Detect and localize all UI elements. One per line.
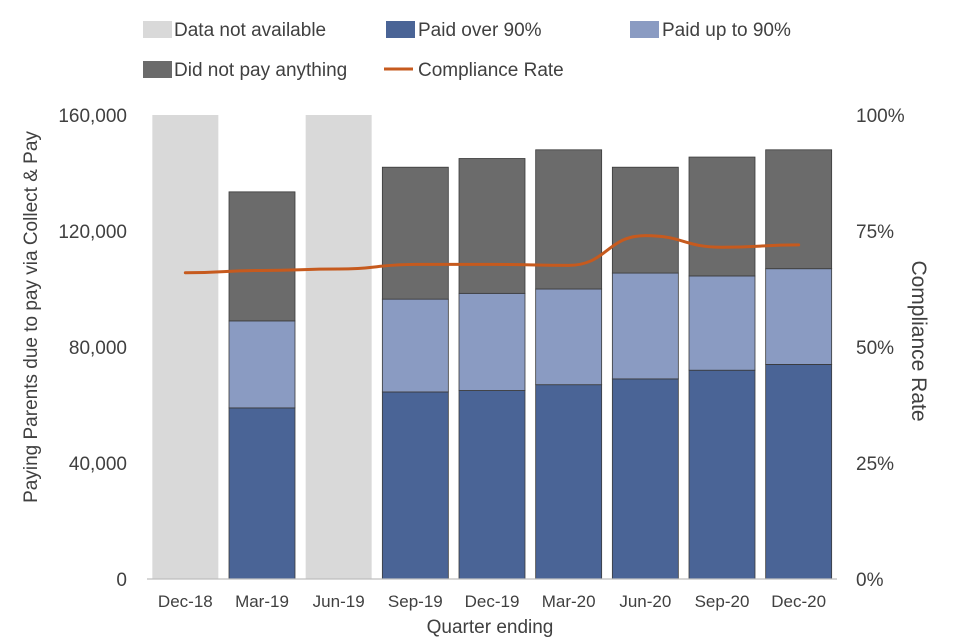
bar-paid-up-to-90-sep-20: [688, 275, 756, 371]
bar-did-not-pay-mar-19: [228, 191, 296, 322]
compliance-line-layer: [183, 234, 801, 275]
x-axis-title: Quarter ending: [427, 617, 554, 638]
y2-tick-label-0: 0%: [856, 570, 884, 591]
y2-axis-title: Compliance Rate: [907, 260, 930, 421]
bar-paid-over-90-dec-19: [458, 390, 526, 580]
y2-tick-label-4: 100%: [856, 106, 905, 127]
bar-did-not-pay-sep-19: [381, 166, 449, 300]
y-tick-label-4: 160,000: [58, 106, 127, 127]
bar-paid-over-90-sep-20: [688, 369, 756, 580]
legend-label-paid-up-to-90: Paid up to 90%: [662, 20, 791, 41]
x-tick-label-mar-20: Mar-20: [542, 592, 596, 611]
y-tick-label-0: 0: [116, 570, 127, 591]
y-tick-label-1: 40,000: [69, 454, 127, 475]
legend-swatch-paid-up-to-90: [630, 21, 659, 38]
bar-did-not-pay-jun-20: [611, 166, 679, 274]
bar-paid-up-to-90-sep-19: [381, 298, 449, 393]
bar-did-not-pay-dec-20: [765, 149, 833, 270]
legend-label-unavailable: Data not available: [174, 20, 326, 41]
bar-paid-up-to-90-dec-19: [458, 292, 526, 391]
legend-label-paid-over-90: Paid over 90%: [418, 20, 542, 41]
legend: Data not available Paid over 90% Paid up…: [143, 20, 791, 81]
x-tick-label-sep-20: Sep-20: [695, 592, 750, 611]
bar-paid-up-to-90-mar-20: [535, 288, 603, 386]
bar-paid-up-to-90-mar-19: [228, 320, 296, 409]
bar-unavailable-dec-18: [152, 115, 219, 579]
bars-layer: [152, 115, 833, 580]
bar-did-not-pay-sep-20: [688, 156, 756, 277]
y2-tick-label-1: 25%: [856, 454, 894, 475]
x-tick-label-jun-20: Jun-20: [619, 592, 671, 611]
bar-paid-up-to-90-jun-20: [611, 272, 679, 380]
bar-unavailable-jun-19: [305, 115, 372, 579]
compliance-rate-line: [183, 234, 801, 275]
bar-paid-over-90-mar-19: [228, 407, 296, 580]
x-tick-label-mar-19: Mar-19: [235, 592, 289, 611]
x-tick-label-jun-19: Jun-19: [313, 592, 365, 611]
bar-paid-up-to-90-dec-20: [765, 268, 833, 365]
legend-swatch-paid-over-90: [386, 21, 415, 38]
x-tick-label-sep-19: Sep-19: [388, 592, 443, 611]
x-tick-label-dec-18: Dec-18: [158, 592, 213, 611]
bar-paid-over-90-sep-19: [381, 391, 449, 580]
axes-layer: 0 40,000 80,000 120,000 160,000 0% 25% 50% 75% 10…: [58, 106, 904, 611]
legend-label-compliance-rate: Compliance Rate: [418, 60, 564, 81]
legend-swatch-did-not-pay: [143, 61, 172, 78]
bar-paid-over-90-dec-20: [765, 363, 833, 580]
bar-paid-over-90-mar-20: [535, 384, 603, 580]
legend-swatch-unavailable: [143, 21, 172, 38]
bar-did-not-pay-dec-19: [458, 158, 526, 294]
legend-label-did-not-pay: Did not pay anything: [174, 60, 347, 81]
bar-did-not-pay-mar-20: [535, 149, 603, 290]
x-tick-label-dec-19: Dec-19: [465, 592, 520, 611]
y2-tick-label-2: 50%: [856, 338, 894, 359]
y2-tick-label-3: 75%: [856, 222, 894, 243]
x-tick-label-dec-20: Dec-20: [771, 592, 826, 611]
y-tick-label-2: 80,000: [69, 338, 127, 359]
y-axis-title: Paying Parents due to pay via Collect & …: [21, 131, 42, 503]
bar-paid-over-90-jun-20: [611, 378, 679, 580]
y-tick-label-3: 120,000: [58, 222, 127, 243]
